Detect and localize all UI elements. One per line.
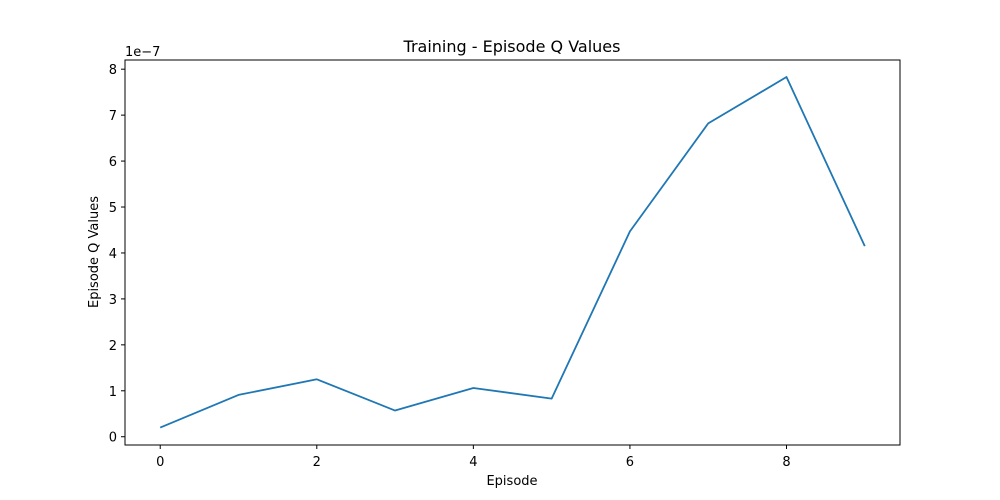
y-axis-label: Episode Q Values xyxy=(87,196,102,308)
y-tick-label: 5 xyxy=(109,201,117,216)
y-tick-label: 6 xyxy=(109,155,117,170)
x-tick-label: 4 xyxy=(469,455,477,470)
x-tick-label: 0 xyxy=(156,455,164,470)
series-line xyxy=(159,76,866,429)
plot-area-frame xyxy=(124,59,901,446)
x-axis-label: Episode xyxy=(486,474,537,489)
axes: 0 2 4 6 8 0 1 2 3 4 5 6 7 8 xyxy=(109,63,791,470)
y-tick-label: 2 xyxy=(109,339,117,354)
y-tick-label: 3 xyxy=(109,293,117,308)
y-tick-label: 4 xyxy=(109,247,117,262)
x-tick-label: 2 xyxy=(313,455,321,470)
x-tick-label: 6 xyxy=(626,455,634,470)
y-tick-label: 7 xyxy=(109,109,117,124)
series-lines xyxy=(159,76,866,429)
y-tick-label: 0 xyxy=(109,431,117,446)
y-tick-label: 1 xyxy=(109,385,117,400)
y-tick-label: 8 xyxy=(109,63,117,78)
y-offset-label: 1e−7 xyxy=(125,45,160,60)
chart-title: Training - Episode Q Values xyxy=(403,37,621,56)
x-tick-label: 8 xyxy=(782,455,790,470)
